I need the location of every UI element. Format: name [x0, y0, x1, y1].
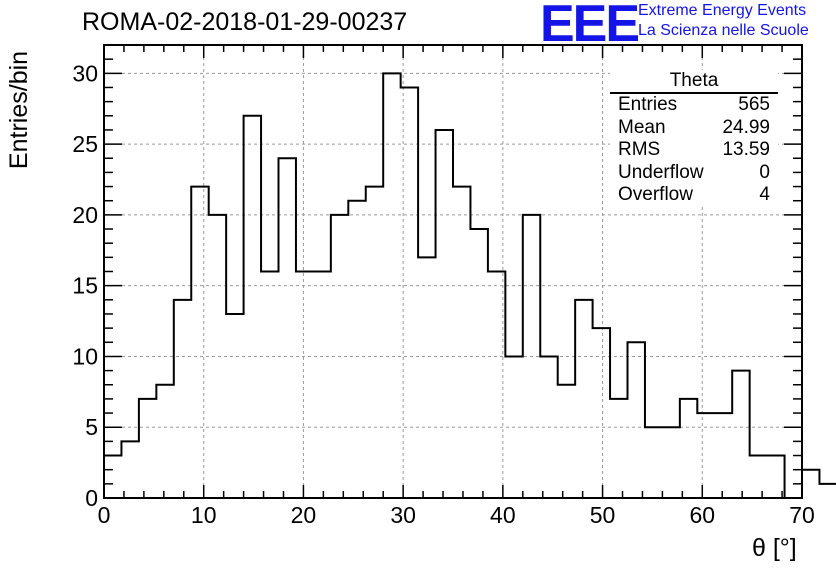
eee-logo: EEE [540, 0, 640, 53]
stats-label: Mean [618, 116, 666, 138]
stats-box: Theta Entries 565 Mean 24.99 RMS 13.59 Unde… [610, 70, 778, 207]
histogram-bin [593, 328, 610, 498]
histogram-bin [209, 215, 226, 498]
stats-row-underflow: Underflow 0 [610, 162, 778, 185]
axis-ticks [103, 44, 803, 499]
histogram-bin [279, 158, 296, 498]
histogram-bin [296, 272, 313, 499]
y-tick-label: 30 [72, 60, 98, 86]
y-axis-label: Entries/bin [5, 50, 33, 170]
logo-caption-line2: La Scienza nelle Scuole [638, 22, 809, 39]
histogram-bin [418, 257, 435, 498]
histogram-bin [313, 272, 330, 499]
stats-value: 565 [738, 94, 770, 115]
histogram-bin [244, 116, 261, 498]
x-tick-label: 0 [98, 502, 111, 528]
logo-caption-line1: Extreme Energy Events [638, 2, 807, 19]
stats-row-entries: Entries 565 [610, 94, 778, 117]
stats-label: Overflow [618, 184, 693, 205]
histogram-bin [732, 371, 749, 498]
histogram-bin [628, 342, 645, 498]
histogram-bin [610, 399, 627, 498]
stats-label: Underflow [618, 161, 704, 183]
x-tick-label: 70 [789, 502, 815, 528]
histogram-bin [453, 187, 470, 498]
x-tick-label: 40 [490, 502, 516, 528]
y-tick-label: 15 [72, 273, 98, 299]
x-tick-label: 60 [689, 502, 715, 528]
histogram-bin [191, 187, 208, 498]
histogram-bin [575, 300, 592, 498]
y-tick-label: 25 [72, 131, 98, 157]
histogram-bin [715, 413, 732, 498]
y-tick-label: 20 [72, 202, 98, 228]
histogram-bin [366, 187, 383, 498]
histogram-series-line [104, 72, 836, 499]
y-tick-label: 0 [85, 485, 98, 511]
y-tick-label: 10 [72, 343, 98, 369]
histogram-bin [470, 229, 487, 498]
x-axis-label: θ [°] [752, 534, 797, 562]
histogram-bin [174, 300, 191, 498]
histogram-bin [680, 399, 697, 498]
stats-row-overflow: Overflow 4 [610, 184, 778, 207]
histogram-bin [348, 201, 365, 498]
stats-value: 4 [759, 184, 770, 205]
run-title: ROMA-02-2018-01-29-00237 [82, 8, 408, 36]
histogram-bin [645, 427, 662, 498]
histogram-bin [121, 441, 138, 498]
stats-row-mean: Mean 24.99 [610, 117, 778, 140]
stats-value: 0 [759, 161, 770, 183]
x-tick-labels: 0 10 20 30 40 50 60 70 [98, 502, 815, 528]
stats-title: Theta [610, 70, 778, 94]
x-tick-label: 20 [291, 502, 317, 528]
stats-row-rms: RMS 13.59 [610, 139, 778, 162]
stats-label: Entries [618, 94, 678, 115]
y-tick-labels: 0 5 10 15 20 25 30 [72, 60, 98, 511]
histogram-bin [750, 456, 767, 498]
histogram-bin [104, 456, 121, 498]
histogram-bin [558, 385, 575, 498]
histogram-bin [261, 272, 278, 499]
histogram-bin [156, 385, 173, 498]
x-tick-label: 50 [590, 502, 616, 528]
histogram-bin [139, 399, 156, 498]
histogram-bin [802, 470, 819, 498]
histogram-bin [226, 314, 243, 498]
x-tick-label: 10 [191, 502, 217, 528]
histogram-bin [436, 130, 453, 498]
histogram-bin [697, 413, 714, 498]
stats-value: 13.59 [722, 139, 770, 160]
x-tick-label: 30 [390, 502, 416, 528]
histogram-bin [819, 484, 836, 498]
stats-label: RMS [618, 139, 661, 160]
histogram-bin [662, 427, 679, 498]
stats-value: 24.99 [722, 116, 770, 138]
y-tick-label: 5 [85, 414, 98, 440]
